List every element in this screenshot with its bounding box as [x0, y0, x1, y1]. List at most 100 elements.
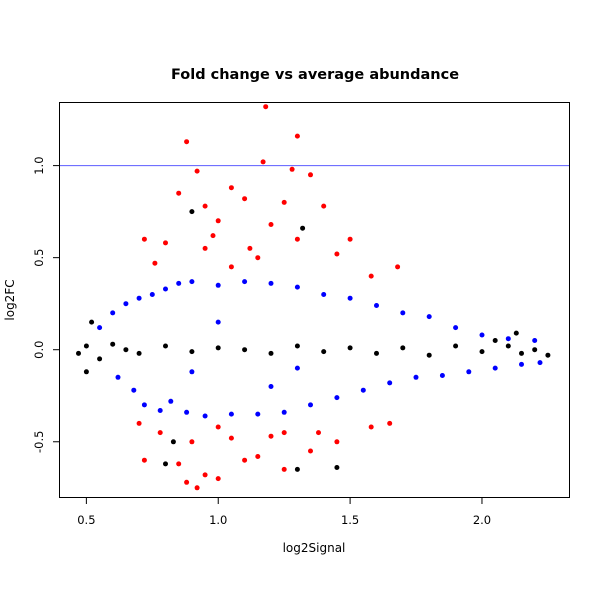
data-point — [184, 479, 190, 485]
chart-title: Fold change vs average abundance — [171, 67, 459, 83]
y-tick-label: 0.0 — [32, 341, 46, 359]
series-2 — [76, 209, 551, 472]
data-point — [123, 347, 129, 353]
data-point — [189, 349, 195, 355]
data-point — [308, 402, 313, 408]
data-point — [532, 338, 538, 343]
data-point — [466, 369, 472, 375]
y-axis: -0.5 0.0 0.5 1.0 — [32, 156, 60, 453]
data-point — [170, 439, 176, 445]
x-axis-title: log2Signal — [283, 541, 346, 555]
data-point — [202, 413, 208, 419]
data-point — [202, 472, 208, 478]
data-point — [453, 325, 459, 331]
data-point — [255, 454, 261, 459]
data-point — [453, 343, 459, 349]
data-point — [281, 430, 287, 436]
data-point — [308, 172, 313, 178]
data-point — [268, 280, 274, 286]
data-point — [479, 332, 485, 338]
data-point — [163, 343, 168, 349]
data-point — [97, 325, 103, 331]
data-point — [242, 457, 248, 463]
data-point — [294, 466, 300, 472]
data-point — [255, 411, 261, 417]
data-point — [368, 424, 374, 430]
data-point — [141, 402, 147, 408]
data-point — [157, 408, 163, 413]
data-point — [439, 373, 445, 378]
data-point — [194, 485, 200, 491]
data-point — [321, 349, 327, 355]
data-point — [228, 435, 234, 441]
data-point — [260, 159, 266, 165]
data-point — [141, 457, 147, 463]
data-point — [387, 380, 393, 386]
data-points-group — [76, 104, 551, 491]
data-point — [202, 245, 208, 251]
x-axis: 0.5 1.0 1.5 2.0 — [77, 497, 491, 527]
data-point — [189, 209, 195, 215]
data-point — [294, 236, 300, 242]
data-point — [141, 236, 147, 242]
data-point — [163, 240, 168, 246]
data-point — [545, 352, 551, 358]
data-point — [176, 461, 182, 467]
data-point — [505, 343, 511, 349]
series-1 — [97, 279, 543, 419]
data-point — [83, 369, 89, 375]
x-tick-label: 2.0 — [473, 513, 491, 527]
plot-frame — [59, 102, 570, 498]
y-tick-label: 1.0 — [32, 156, 46, 174]
y-axis-title: log2FC — [3, 279, 17, 320]
data-point — [360, 387, 366, 393]
x-tick-label: 1.5 — [341, 513, 359, 527]
data-point — [242, 279, 248, 285]
data-point — [268, 222, 274, 227]
data-point — [308, 448, 313, 454]
data-point — [163, 461, 168, 467]
data-point — [334, 251, 340, 257]
data-point — [83, 343, 89, 349]
data-point — [110, 310, 116, 316]
data-point — [289, 166, 295, 172]
data-point — [395, 264, 401, 270]
data-point — [294, 133, 300, 139]
data-point — [347, 236, 353, 242]
data-point — [374, 303, 379, 308]
data-point — [368, 273, 374, 279]
x-tick-label: 0.5 — [77, 513, 95, 527]
data-point — [189, 439, 195, 445]
data-point — [136, 420, 142, 426]
data-point — [215, 218, 221, 224]
data-point — [242, 347, 248, 353]
data-point — [334, 465, 340, 470]
data-point — [505, 336, 511, 342]
y-tick-label: -0.5 — [32, 431, 46, 453]
data-point — [400, 310, 406, 316]
data-point — [281, 409, 287, 415]
data-point — [157, 430, 163, 436]
data-point — [492, 365, 498, 371]
data-point — [513, 330, 519, 336]
data-point — [202, 203, 208, 209]
data-point — [189, 279, 195, 285]
data-point — [210, 233, 216, 239]
data-point — [413, 374, 419, 380]
data-point — [532, 347, 538, 353]
data-point — [228, 185, 234, 191]
data-point — [97, 356, 103, 362]
data-point — [136, 295, 142, 301]
data-point — [123, 301, 129, 307]
data-point — [89, 319, 95, 325]
data-point — [194, 168, 200, 174]
data-point — [152, 260, 158, 266]
data-point — [215, 424, 221, 430]
data-point — [184, 139, 190, 145]
data-point — [176, 280, 182, 286]
data-point — [76, 350, 81, 356]
data-point — [281, 199, 287, 205]
data-point — [228, 264, 234, 270]
